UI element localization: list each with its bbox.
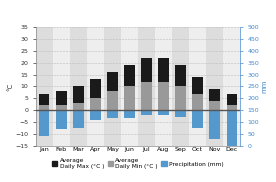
Bar — [176, 65, 186, 110]
Bar — [124, 65, 135, 110]
Bar — [39, 94, 49, 105]
Bar — [155, 27, 172, 146]
Legend: Average
Daily Max (°C ), Average
Daily Min (°C ), Precipitation (mm): Average Daily Max (°C ), Average Daily M… — [51, 157, 225, 170]
Y-axis label: mm: mm — [261, 80, 267, 93]
Bar — [104, 27, 121, 146]
Bar — [192, 110, 203, 128]
Bar — [56, 91, 67, 105]
Bar — [90, 110, 100, 120]
Bar — [192, 77, 203, 94]
Bar — [172, 27, 189, 146]
Bar — [176, 110, 186, 117]
Bar — [36, 27, 53, 146]
Bar — [206, 27, 223, 146]
Bar — [227, 94, 237, 110]
Bar — [141, 110, 152, 115]
Text: Victoria: Victoria — [4, 7, 58, 20]
Bar — [90, 79, 100, 98]
Bar — [107, 72, 118, 110]
Bar — [56, 91, 67, 110]
Bar — [56, 110, 67, 129]
Bar — [121, 27, 138, 146]
Bar — [227, 94, 237, 105]
Bar — [107, 72, 118, 91]
Bar — [192, 77, 203, 110]
Bar — [90, 79, 100, 110]
Y-axis label: °C: °C — [8, 82, 14, 91]
Bar — [189, 27, 206, 146]
Bar — [107, 110, 118, 118]
Bar — [70, 27, 87, 146]
Bar — [176, 65, 186, 86]
Bar — [39, 94, 49, 110]
Bar — [138, 27, 155, 146]
Bar — [158, 110, 169, 115]
Bar — [227, 110, 237, 146]
Bar — [124, 65, 135, 86]
Bar — [53, 27, 70, 146]
Bar — [73, 110, 84, 128]
Bar — [124, 110, 135, 118]
Bar — [209, 89, 220, 110]
Bar — [39, 110, 49, 136]
Bar — [223, 27, 240, 146]
Bar — [158, 58, 169, 82]
Bar — [209, 89, 220, 101]
Bar — [141, 58, 152, 110]
Bar — [209, 110, 220, 139]
Bar — [158, 58, 169, 110]
Bar — [73, 86, 84, 110]
Bar — [87, 27, 104, 146]
Bar — [73, 86, 84, 103]
Bar — [141, 58, 152, 82]
